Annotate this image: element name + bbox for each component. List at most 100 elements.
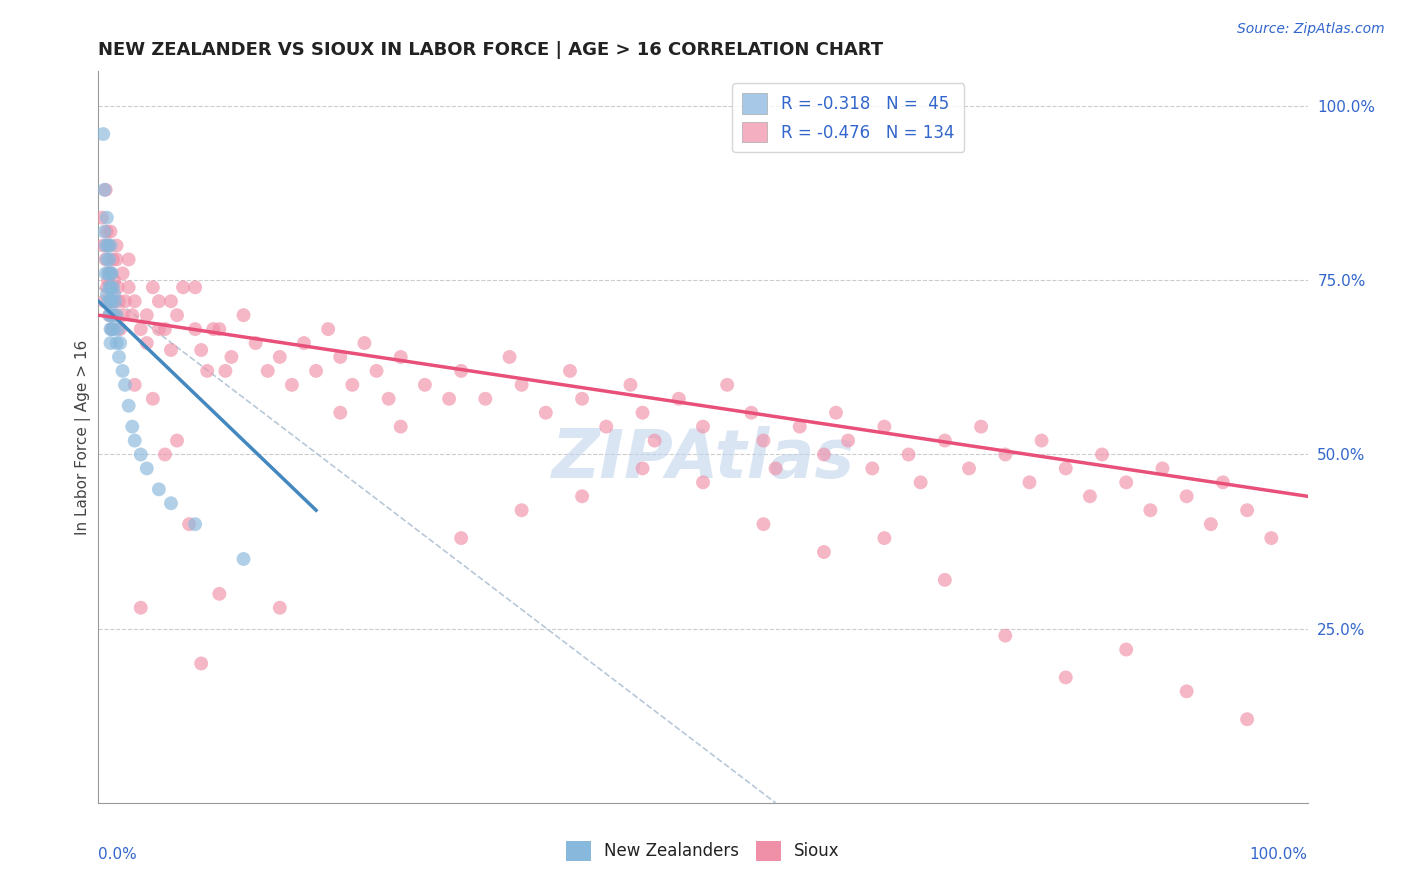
Point	[1054, 670, 1077, 684]
Point	[813, 448, 835, 462]
Point	[93, 294, 115, 309]
Point	[221, 350, 243, 364]
Point	[474, 392, 496, 406]
Point	[281, 377, 304, 392]
Point	[413, 377, 436, 392]
Point	[668, 392, 690, 406]
Point	[166, 308, 188, 322]
Point	[1199, 517, 1222, 532]
Point	[148, 294, 170, 309]
Point	[114, 377, 136, 392]
Text: NEW ZEALANDER VS SIOUX IN LABOR FORCE | AGE > 16 CORRELATION CHART: NEW ZEALANDER VS SIOUX IN LABOR FORCE | …	[98, 41, 883, 59]
Point	[1018, 475, 1040, 490]
Point	[118, 280, 141, 294]
Point	[269, 600, 291, 615]
Point	[934, 434, 956, 448]
Point	[825, 406, 848, 420]
Point	[1236, 712, 1258, 726]
Point	[100, 225, 122, 239]
Point	[101, 294, 124, 309]
Point	[96, 252, 118, 267]
Point	[98, 308, 121, 322]
Point	[94, 266, 117, 280]
Point	[97, 294, 120, 309]
Point	[142, 392, 165, 406]
Point	[329, 350, 352, 364]
Y-axis label: In Labor Force | Age > 16: In Labor Force | Age > 16	[76, 340, 91, 534]
Point	[1152, 461, 1174, 475]
Point	[100, 266, 122, 280]
Text: ZIPAtlas: ZIPAtlas	[551, 426, 855, 492]
Point	[100, 266, 122, 280]
Point	[558, 364, 581, 378]
Point	[994, 448, 1017, 462]
Point	[124, 377, 146, 392]
Point	[91, 211, 114, 225]
Point	[450, 364, 472, 378]
Point	[93, 225, 115, 239]
Point	[107, 280, 129, 294]
Point	[97, 266, 120, 280]
Point	[100, 294, 122, 309]
Point	[269, 350, 291, 364]
Point	[100, 280, 122, 294]
Point	[232, 308, 254, 322]
Point	[377, 392, 399, 406]
Point	[94, 238, 117, 252]
Point	[190, 657, 212, 671]
Point	[752, 517, 775, 532]
Point	[93, 183, 115, 197]
Point	[994, 629, 1017, 643]
Point	[316, 322, 339, 336]
Point	[1031, 434, 1053, 448]
Point	[129, 322, 152, 336]
Point	[305, 364, 328, 378]
Text: 0.0%: 0.0%	[98, 847, 138, 862]
Point	[96, 280, 118, 294]
Point	[118, 399, 141, 413]
Point	[108, 350, 131, 364]
Point	[121, 308, 143, 322]
Point	[208, 322, 231, 336]
Point	[111, 266, 134, 280]
Point	[121, 419, 143, 434]
Point	[98, 280, 121, 294]
Point	[813, 545, 835, 559]
Point	[450, 531, 472, 545]
Point	[202, 322, 225, 336]
Point	[104, 308, 127, 322]
Point	[692, 419, 714, 434]
Point	[97, 273, 120, 287]
Point	[101, 308, 124, 322]
Point	[510, 503, 533, 517]
Point	[1078, 489, 1101, 503]
Point	[135, 336, 157, 351]
Point	[957, 461, 980, 475]
Point	[129, 448, 152, 462]
Point	[631, 461, 654, 475]
Point	[160, 496, 183, 510]
Point	[100, 322, 122, 336]
Legend: New Zealanders, Sioux: New Zealanders, Sioux	[560, 834, 846, 868]
Point	[100, 294, 122, 309]
Point	[873, 419, 896, 434]
Point	[179, 517, 201, 532]
Point	[100, 336, 122, 351]
Point	[1115, 642, 1137, 657]
Point	[160, 343, 183, 357]
Point	[166, 434, 188, 448]
Point	[114, 294, 136, 309]
Point	[366, 364, 388, 378]
Point	[108, 294, 131, 309]
Point	[94, 183, 117, 197]
Point	[910, 475, 932, 490]
Point	[111, 308, 134, 322]
Point	[148, 483, 170, 497]
Point	[98, 266, 121, 280]
Point	[510, 377, 533, 392]
Point	[100, 294, 122, 309]
Point	[571, 392, 593, 406]
Point	[107, 322, 129, 336]
Point	[105, 308, 128, 322]
Point	[789, 419, 811, 434]
